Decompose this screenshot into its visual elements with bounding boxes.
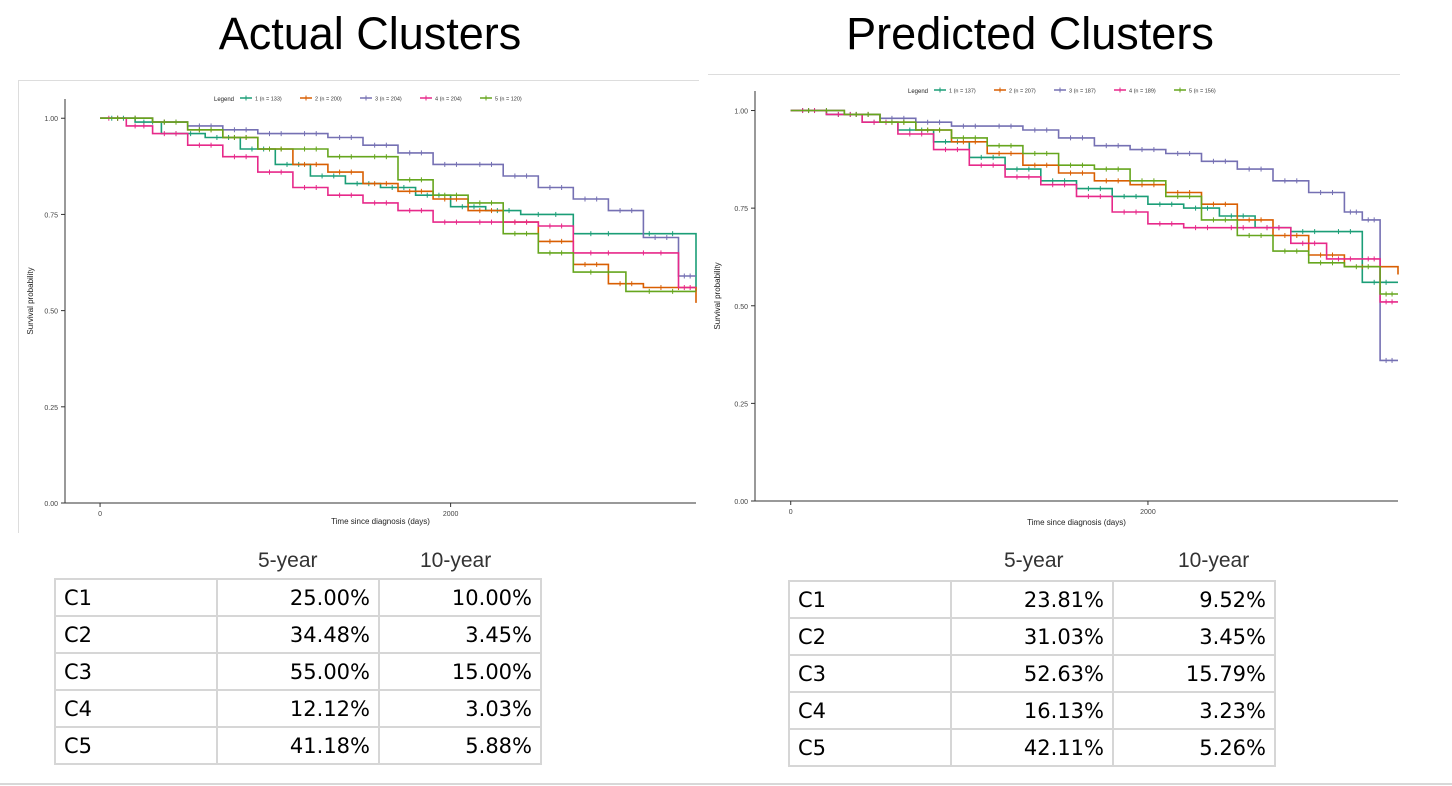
five-year-value: 31.03% <box>950 617 1114 656</box>
y-tick-label: 0.00 <box>734 499 748 506</box>
legend-entry: 4 (n = 204) <box>435 97 462 103</box>
cluster-label: C5 <box>788 728 952 767</box>
legend-entry: 3 (n = 204) <box>375 97 402 103</box>
cluster-label: C3 <box>54 652 218 691</box>
five-year-value: 34.48% <box>216 615 380 654</box>
actual-survival-plot: 0.00 0.25 0.50 0.75 1.00 0 2000 Time since diag… <box>26 95 697 526</box>
legend-title: Legend <box>214 97 234 103</box>
y-axis-label: Survival probability <box>26 267 35 334</box>
table-row: C1 23.81% 9.52% <box>788 580 1276 619</box>
actual-clusters-title: Actual Clusters <box>218 8 522 59</box>
predicted-survival-table: C1 23.81% 9.52% C2 31.03% 3.45% C3 52.63% 15.79%… <box>788 580 1276 767</box>
legend-entry: 5 (n = 156) <box>1189 89 1216 95</box>
y-tick-label: 0.50 <box>44 309 58 316</box>
ten-year-value: 15.00% <box>378 652 542 691</box>
x-tick-label: 2000 <box>1140 509 1156 516</box>
ten-year-value: 15.79% <box>1112 654 1276 693</box>
table-row: C5 41.18% 5.88% <box>54 726 542 765</box>
series-line <box>790 109 1398 362</box>
actual-survival-chart: 0.00 0.25 0.50 0.75 1.00 0 2000 Time since diag… <box>18 80 699 533</box>
y-tick-label: 0.75 <box>44 212 58 219</box>
bottom-divider <box>0 783 1452 785</box>
five-year-value: 41.18% <box>216 726 380 765</box>
actual-survival-table: C1 25.00% 10.00% C2 34.48% 3.45% C3 55.00% 15.00… <box>54 578 542 765</box>
ten-year-value: 3.45% <box>1112 617 1276 656</box>
right-5-year-header: 5-year <box>1004 549 1064 572</box>
cluster-label: C4 <box>788 691 952 730</box>
five-year-value: 16.13% <box>950 691 1114 730</box>
y-tick-label: 1.00 <box>44 116 58 123</box>
y-axis-label: Survival probability <box>713 262 722 329</box>
table-row: C1 25.00% 10.00% <box>54 578 542 617</box>
x-tick-label: 2000 <box>443 511 459 518</box>
y-tick-label: 0.25 <box>734 401 748 408</box>
legend-entry: 4 (n = 189) <box>1129 89 1156 95</box>
predicted-clusters-title: Predicted Clusters <box>846 8 1214 59</box>
y-tick-label: 0.00 <box>44 501 58 508</box>
x-axis-label: Time since diagnosis (days) <box>331 517 430 526</box>
legend-entry: 1 (n = 137) <box>949 89 976 95</box>
five-year-value: 42.11% <box>950 728 1114 767</box>
x-axis-label: Time since diagnosis (days) <box>1027 518 1126 527</box>
y-tick-label: 1.00 <box>734 109 748 116</box>
x-tick-label: 0 <box>98 511 102 518</box>
predicted-survival-chart: 0.00 0.25 0.50 0.75 1.00 0 2000 Time since diag… <box>708 74 1400 537</box>
left-10-year-header: 10-year <box>420 549 492 572</box>
table-row: C4 12.12% 3.03% <box>54 689 542 728</box>
cluster-label: C3 <box>788 654 952 693</box>
legend-entry: 2 (n = 200) <box>315 97 342 103</box>
x-tick-label: 0 <box>789 509 793 516</box>
table-row: C2 31.03% 3.45% <box>788 617 1276 656</box>
table-row: C3 52.63% 15.79% <box>788 654 1276 693</box>
legend: Legend 1 (n = 137) 2 (n = 207) 3 (n = 187) 4… <box>908 87 1216 95</box>
table-row: C2 34.48% 3.45% <box>54 615 542 654</box>
cluster-label: C2 <box>54 615 218 654</box>
ten-year-value: 3.03% <box>378 689 542 728</box>
series-line <box>100 117 696 277</box>
legend-entry: 1 (n = 133) <box>255 97 282 103</box>
five-year-value: 23.81% <box>950 580 1114 619</box>
five-year-value: 25.00% <box>216 578 380 617</box>
predicted-survival-plot: 0.00 0.25 0.50 0.75 1.00 0 2000 Time since diag… <box>713 87 1399 527</box>
legend-entry: 3 (n = 187) <box>1069 89 1096 95</box>
series-line <box>790 109 1398 295</box>
ten-year-value: 10.00% <box>378 578 542 617</box>
ten-year-value: 9.52% <box>1112 580 1276 619</box>
series-line <box>100 117 696 293</box>
five-year-value: 52.63% <box>950 654 1114 693</box>
left-5-year-header: 5-year <box>258 549 318 572</box>
cluster-label: C1 <box>788 580 952 619</box>
table-row: C3 55.00% 15.00% <box>54 652 542 691</box>
series-line <box>790 109 1399 275</box>
cluster-label: C5 <box>54 726 218 765</box>
legend: Legend 1 (n = 133) 2 (n = 200) 3 (n = 204) 4… <box>214 95 522 103</box>
ten-year-value: 5.26% <box>1112 728 1276 767</box>
legend-entry: 2 (n = 207) <box>1009 89 1036 95</box>
legend-title: Legend <box>908 89 928 95</box>
cluster-label: C4 <box>54 689 218 728</box>
five-year-value: 55.00% <box>216 652 380 691</box>
series-line <box>100 117 696 289</box>
ten-year-value: 3.23% <box>1112 691 1276 730</box>
table-row: C4 16.13% 3.23% <box>788 691 1276 730</box>
cluster-label: C2 <box>788 617 952 656</box>
cluster-label: C1 <box>54 578 218 617</box>
ten-year-value: 5.88% <box>378 726 542 765</box>
y-tick-label: 0.50 <box>734 304 748 311</box>
ten-year-value: 3.45% <box>378 615 542 654</box>
right-10-year-header: 10-year <box>1178 549 1250 572</box>
legend-entry: 5 (n = 120) <box>495 97 522 103</box>
y-tick-label: 0.25 <box>44 405 58 412</box>
five-year-value: 12.12% <box>216 689 380 728</box>
table-row: C5 42.11% 5.26% <box>788 728 1276 767</box>
y-tick-label: 0.75 <box>734 206 748 213</box>
